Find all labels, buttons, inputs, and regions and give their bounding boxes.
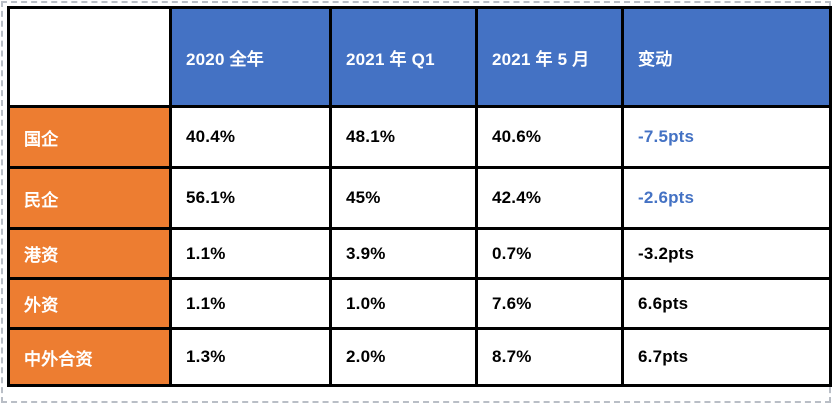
table-row-hk: 港资 1.1% 3.9% 0.7% -3.2pts [7, 227, 832, 280]
cell-soe-q1[interactable]: 48.1% [329, 105, 478, 169]
header-cell-2021q1[interactable]: 2021 年 Q1 [329, 6, 478, 108]
cell-foreign-change[interactable]: 6.6pts [621, 277, 832, 330]
cell-hk-may[interactable]: 0.7% [475, 227, 624, 280]
header-cell-2020[interactable]: 2020 全年 [169, 6, 332, 108]
header-cell-change[interactable]: 变动 [621, 6, 832, 108]
table-row-foreign: 外资 1.1% 1.0% 7.6% 6.6pts [7, 277, 832, 330]
row-label-private[interactable]: 民企 [7, 166, 172, 230]
row-label-foreign[interactable]: 外资 [7, 277, 172, 330]
cell-private-change[interactable]: -2.6pts [621, 166, 832, 230]
cell-soe-2020[interactable]: 40.4% [169, 105, 332, 169]
header-cell-2021may[interactable]: 2021 年 5 月 [475, 6, 624, 108]
cell-hk-change[interactable]: -3.2pts [621, 227, 832, 280]
cell-foreign-q1[interactable]: 1.0% [329, 277, 478, 330]
cell-jv-change[interactable]: 6.7pts [621, 327, 832, 387]
cell-private-q1[interactable]: 45% [329, 166, 478, 230]
row-label-hk[interactable]: 港资 [7, 227, 172, 280]
cell-jv-may[interactable]: 8.7% [475, 327, 624, 387]
corner-cell [7, 6, 172, 108]
cell-private-may[interactable]: 42.4% [475, 166, 624, 230]
cell-private-2020[interactable]: 56.1% [169, 166, 332, 230]
table-row-private: 民企 56.1% 45% 42.4% -2.6pts [7, 166, 832, 230]
cell-jv-q1[interactable]: 2.0% [329, 327, 478, 387]
cell-foreign-2020[interactable]: 1.1% [169, 277, 332, 330]
cell-foreign-may[interactable]: 7.6% [475, 277, 624, 330]
row-label-soe[interactable]: 国企 [7, 105, 172, 169]
cell-soe-change[interactable]: -7.5pts [621, 105, 832, 169]
cell-soe-may[interactable]: 40.6% [475, 105, 624, 169]
ownership-share-table: 2020 全年 2021 年 Q1 2021 年 5 月 变动 国企 40.4%… [7, 6, 832, 387]
row-label-jv[interactable]: 中外合资 [7, 327, 172, 387]
table-row-jv: 中外合资 1.3% 2.0% 8.7% 6.7pts [7, 327, 832, 387]
table-row-soe: 国企 40.4% 48.1% 40.6% -7.5pts [7, 105, 832, 169]
table-header-row: 2020 全年 2021 年 Q1 2021 年 5 月 变动 [7, 6, 832, 108]
cell-hk-q1[interactable]: 3.9% [329, 227, 478, 280]
cell-hk-2020[interactable]: 1.1% [169, 227, 332, 280]
cell-jv-2020[interactable]: 1.3% [169, 327, 332, 387]
